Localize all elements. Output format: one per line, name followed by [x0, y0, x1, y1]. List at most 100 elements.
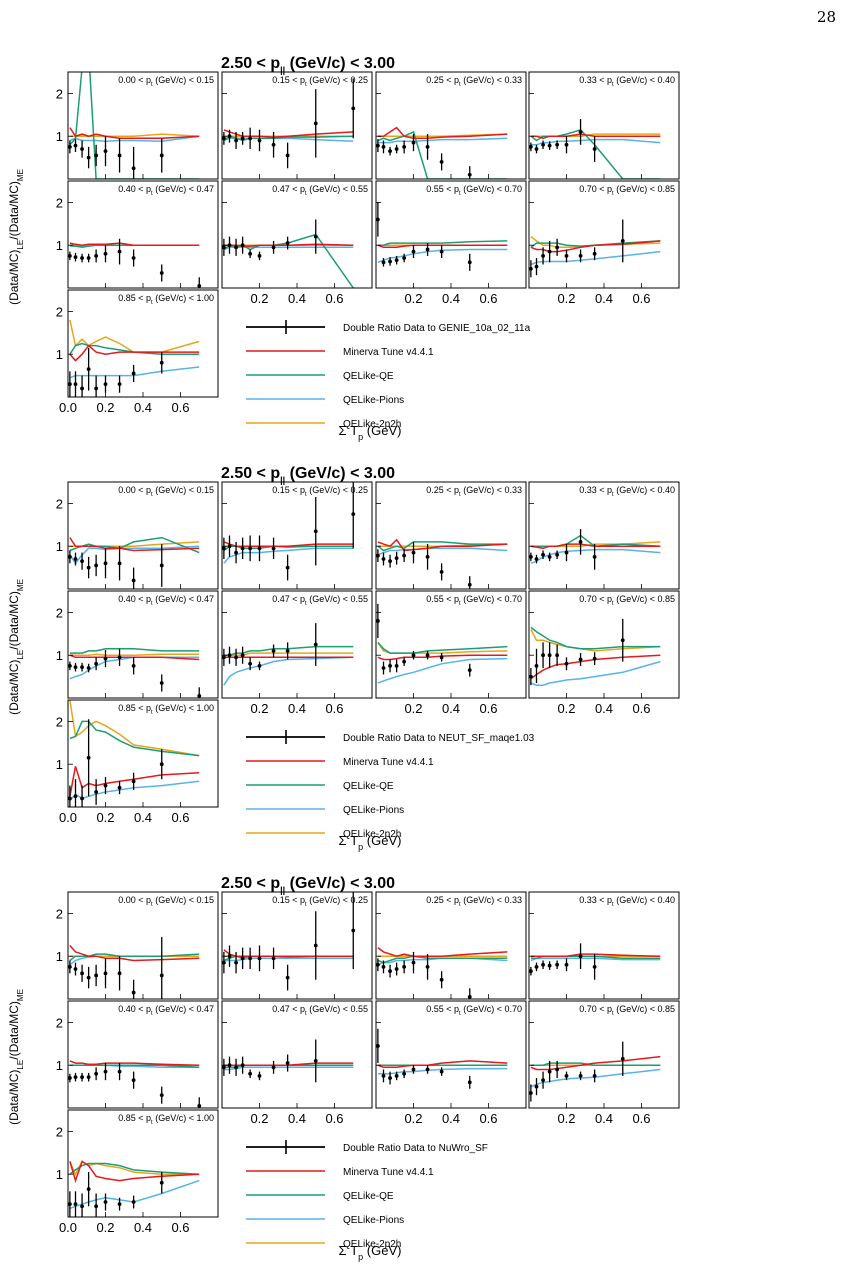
data-point [117, 561, 122, 566]
data-point [547, 1069, 552, 1074]
legend-label: QELike-QE [343, 1191, 394, 1202]
x-axis-label: Σ Tp (GeV) [339, 423, 402, 442]
data-point [425, 965, 430, 969]
data-point [411, 140, 416, 145]
y-tick-label: 1 [56, 757, 63, 772]
x-tick-label: 0.6 [325, 291, 343, 306]
panel-plot-area [222, 219, 354, 288]
y-axis-label: (Data/MC)LE/(Data/MC)ME [7, 989, 25, 1125]
series-line-pions [223, 656, 354, 686]
data-point [103, 1069, 108, 1074]
data-point [439, 249, 444, 254]
data-point [117, 1069, 122, 1074]
series-line-minerva [223, 1062, 354, 1066]
data-point [73, 382, 78, 387]
panel-frame [67, 1000, 219, 1109]
data-point [159, 762, 164, 767]
legend-label: QELike-QE [343, 781, 394, 792]
data-point [73, 1202, 78, 1207]
panel-label: 0.25 < pt (GeV/c) < 0.33 [426, 895, 522, 908]
series-line-minerva [69, 537, 200, 552]
data-point [376, 553, 380, 558]
data-point [555, 552, 560, 557]
panel-plot-area [222, 78, 356, 169]
data-point [402, 659, 407, 664]
data-point [68, 555, 72, 559]
data-point [257, 1074, 262, 1078]
legend-label: QELike-Pions [343, 1215, 404, 1226]
panel-frame [375, 71, 527, 180]
y-tick-label: 2 [56, 1015, 63, 1030]
data-point [86, 666, 91, 670]
data-point [80, 796, 84, 801]
x-tick-label: 0.2 [96, 400, 114, 415]
series-line-pions [377, 547, 508, 556]
data-point [248, 661, 253, 666]
x-tick-label: 0.2 [404, 701, 422, 716]
y-tick-label: 1 [56, 539, 63, 554]
data-point [285, 565, 290, 570]
data-point [411, 249, 416, 254]
panel-plot-area [529, 529, 661, 570]
x-tick-label: 0.4 [442, 291, 460, 306]
data-point [555, 1067, 560, 1072]
panel-frame [375, 590, 527, 699]
data-point [271, 142, 276, 147]
panel-label: 0.47 < pt (GeV/c) < 0.55 [272, 184, 368, 197]
series-line-qe [69, 536, 200, 554]
panel-frame [375, 180, 527, 289]
panel-plot-area [68, 1160, 200, 1217]
data-point [68, 965, 72, 969]
series-line-qe [530, 1062, 661, 1066]
data-point [197, 1103, 202, 1108]
panel-label: 0.15 < pt (GeV/c) < 0.25 [272, 485, 368, 498]
data-point [394, 664, 399, 668]
series-line-pions [377, 657, 508, 684]
panel-1: 0.00 < pt (GeV/c) < 0.15 1 2 [56, 891, 219, 1000]
panel-label: 0.15 < pt (GeV/c) < 0.25 [272, 75, 368, 88]
series-line-pions [69, 135, 200, 143]
x-tick-label: 0.2 [96, 1220, 114, 1235]
x-tick-label: 0.4 [595, 701, 613, 716]
data-point [227, 243, 232, 248]
data-point [248, 956, 253, 961]
series-line-pions [530, 660, 661, 686]
data-point [80, 665, 84, 670]
legend-label: Minerva Tune v4.4.1 [343, 1167, 434, 1178]
data-point [240, 136, 245, 141]
panel-frame [528, 1000, 680, 1109]
x-tick-label: 0.6 [632, 291, 650, 306]
x-tick-label: 0.2 [404, 1111, 422, 1126]
data-point [402, 256, 407, 260]
legend: Double Ratio Data to NuWro_SF Minerva Tun… [246, 1140, 488, 1250]
y-tick-label: 2 [56, 195, 63, 210]
series-line-qe [377, 641, 508, 654]
panel-frame [221, 1000, 373, 1109]
panel-9: 0.85 < pt (GeV/c) < 1.00 1 2 0.0 0.2 0.4 0.6 [56, 289, 219, 415]
data-point [227, 954, 232, 959]
panel-label: 0.55 < pt (GeV/c) < 0.70 [426, 184, 522, 197]
data-point [351, 106, 356, 111]
x-tick-label: 0.2 [250, 701, 268, 716]
data-point [159, 1180, 164, 1185]
data-point [86, 256, 91, 260]
data-point [227, 544, 232, 549]
panel-6: 0.47 < pt (GeV/c) < 0.55 0.2 0.4 0.6 [221, 590, 373, 716]
data-point [80, 1075, 84, 1080]
data-point [592, 251, 597, 256]
series-line-pions [530, 250, 661, 266]
data-point [197, 693, 202, 698]
data-point [80, 559, 84, 564]
series-line-minerva [530, 133, 661, 140]
series-line-np [69, 133, 200, 137]
data-point [555, 142, 560, 147]
data-point [381, 666, 386, 670]
x-tick-label: 0.0 [59, 400, 77, 415]
series-line-qe [377, 240, 508, 246]
data-point [68, 254, 72, 258]
panel-label: 0.15 < pt (GeV/c) < 0.25 [272, 895, 368, 908]
series-line-minerva [377, 244, 508, 249]
data-point [439, 159, 444, 164]
data-point [117, 1202, 122, 1207]
